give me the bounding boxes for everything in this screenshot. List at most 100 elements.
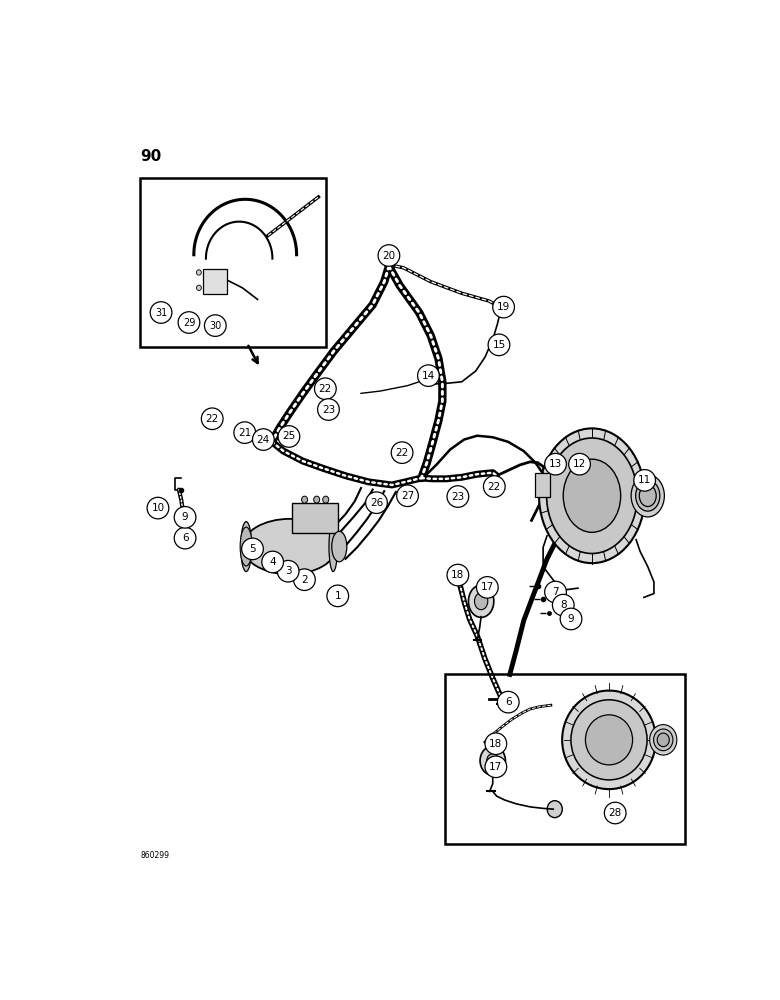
Ellipse shape bbox=[417, 365, 439, 386]
Bar bbox=[140, 178, 326, 347]
Ellipse shape bbox=[498, 691, 519, 713]
Ellipse shape bbox=[485, 733, 507, 754]
Ellipse shape bbox=[378, 245, 399, 266]
Bar bbox=[445, 674, 685, 844]
Text: 20: 20 bbox=[382, 251, 395, 261]
Text: 6: 6 bbox=[505, 697, 512, 707]
Bar bbox=[203, 269, 227, 294]
Ellipse shape bbox=[552, 594, 574, 616]
Ellipse shape bbox=[447, 564, 469, 586]
Ellipse shape bbox=[174, 527, 196, 549]
Text: 26: 26 bbox=[370, 498, 383, 508]
Ellipse shape bbox=[493, 296, 515, 318]
Ellipse shape bbox=[314, 378, 336, 400]
Ellipse shape bbox=[547, 438, 637, 554]
Text: 9: 9 bbox=[568, 614, 574, 624]
Ellipse shape bbox=[253, 429, 275, 450]
Text: 23: 23 bbox=[452, 492, 465, 502]
Text: 22: 22 bbox=[395, 448, 409, 458]
Ellipse shape bbox=[293, 569, 315, 590]
Ellipse shape bbox=[327, 585, 349, 607]
Text: 18: 18 bbox=[452, 570, 465, 580]
Ellipse shape bbox=[544, 581, 566, 603]
Text: 14: 14 bbox=[422, 371, 435, 381]
Ellipse shape bbox=[487, 754, 498, 768]
Text: 27: 27 bbox=[401, 491, 414, 501]
Ellipse shape bbox=[242, 538, 264, 560]
Ellipse shape bbox=[302, 496, 307, 503]
Ellipse shape bbox=[314, 496, 320, 503]
Ellipse shape bbox=[640, 485, 656, 507]
Ellipse shape bbox=[539, 428, 645, 563]
Ellipse shape bbox=[658, 733, 669, 747]
Text: 5: 5 bbox=[249, 544, 256, 554]
Ellipse shape bbox=[477, 577, 498, 598]
Ellipse shape bbox=[329, 522, 338, 572]
Text: 4: 4 bbox=[269, 557, 276, 567]
Ellipse shape bbox=[544, 453, 566, 475]
Text: 15: 15 bbox=[492, 340, 505, 350]
Ellipse shape bbox=[392, 442, 413, 463]
Text: 3: 3 bbox=[285, 566, 292, 576]
Ellipse shape bbox=[197, 270, 201, 275]
Ellipse shape bbox=[397, 485, 418, 507]
Ellipse shape bbox=[147, 497, 168, 519]
Text: 31: 31 bbox=[155, 308, 167, 318]
Text: 17: 17 bbox=[480, 582, 494, 592]
Ellipse shape bbox=[571, 700, 647, 780]
Text: 860299: 860299 bbox=[140, 851, 169, 860]
Text: 22: 22 bbox=[206, 414, 219, 424]
Text: 90: 90 bbox=[140, 149, 161, 164]
Text: 13: 13 bbox=[549, 459, 562, 469]
Ellipse shape bbox=[366, 492, 388, 513]
Text: 6: 6 bbox=[182, 533, 189, 543]
Text: 22: 22 bbox=[319, 384, 332, 394]
Ellipse shape bbox=[634, 470, 655, 491]
Ellipse shape bbox=[560, 608, 582, 630]
Bar bbox=[292, 503, 338, 533]
Text: 2: 2 bbox=[301, 575, 308, 585]
Text: 10: 10 bbox=[151, 503, 165, 513]
Ellipse shape bbox=[240, 527, 252, 566]
Text: 7: 7 bbox=[552, 587, 558, 597]
Text: 21: 21 bbox=[238, 428, 251, 438]
Text: 25: 25 bbox=[282, 431, 296, 441]
Ellipse shape bbox=[174, 507, 196, 528]
Ellipse shape bbox=[332, 531, 347, 562]
Ellipse shape bbox=[631, 475, 665, 517]
Ellipse shape bbox=[447, 486, 469, 507]
Ellipse shape bbox=[241, 522, 252, 572]
Ellipse shape bbox=[650, 725, 677, 755]
Text: 28: 28 bbox=[608, 808, 622, 818]
Ellipse shape bbox=[586, 715, 633, 765]
Text: 22: 22 bbox=[488, 482, 501, 492]
Text: 1: 1 bbox=[335, 591, 341, 601]
Ellipse shape bbox=[636, 480, 660, 511]
Ellipse shape bbox=[548, 801, 562, 818]
Ellipse shape bbox=[243, 519, 336, 574]
Ellipse shape bbox=[469, 585, 494, 617]
Text: 30: 30 bbox=[209, 321, 222, 331]
Ellipse shape bbox=[178, 312, 200, 333]
Text: 8: 8 bbox=[560, 600, 566, 610]
Text: 24: 24 bbox=[257, 435, 270, 445]
Ellipse shape bbox=[204, 315, 226, 336]
Ellipse shape bbox=[278, 426, 300, 447]
Text: 11: 11 bbox=[638, 475, 651, 485]
Text: 18: 18 bbox=[489, 739, 502, 749]
Ellipse shape bbox=[323, 496, 328, 503]
Ellipse shape bbox=[201, 408, 223, 430]
Ellipse shape bbox=[480, 746, 505, 775]
Ellipse shape bbox=[484, 476, 505, 497]
Ellipse shape bbox=[234, 422, 256, 443]
Ellipse shape bbox=[563, 459, 621, 532]
Ellipse shape bbox=[317, 399, 339, 420]
Text: 9: 9 bbox=[182, 512, 189, 522]
Ellipse shape bbox=[488, 334, 510, 356]
Text: 29: 29 bbox=[183, 318, 195, 328]
Bar bbox=[535, 473, 550, 497]
Ellipse shape bbox=[151, 302, 172, 323]
Ellipse shape bbox=[278, 560, 299, 582]
Text: 23: 23 bbox=[322, 405, 335, 415]
Ellipse shape bbox=[262, 551, 283, 573]
